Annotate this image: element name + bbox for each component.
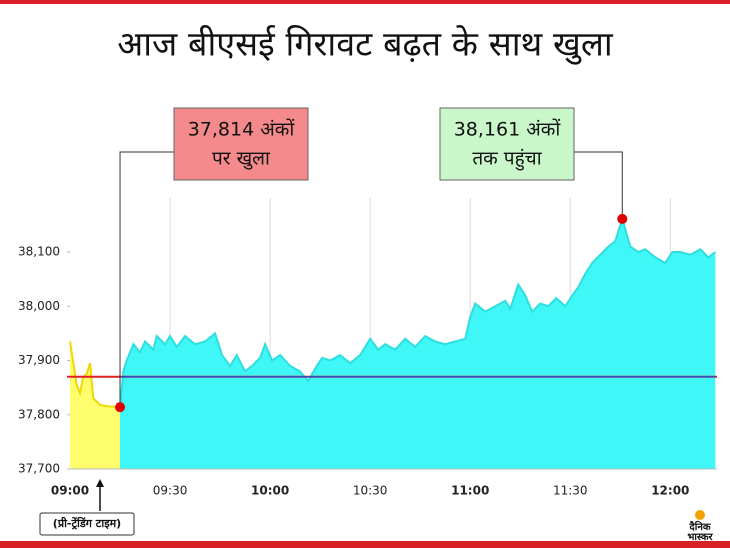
annotation-text: तक पहुंचा <box>472 148 542 172</box>
y-tick-label: 38,100 <box>18 245 60 259</box>
leader-line <box>119 151 174 408</box>
annotation-text: 37,814 अंकों <box>188 118 296 141</box>
logo-dot <box>695 510 705 520</box>
annotation-text: पर खुला <box>212 148 271 171</box>
bottom-stripe <box>0 541 730 548</box>
annotation-marker <box>617 213 628 224</box>
annotation-text: 38,161 अंकों <box>454 118 562 141</box>
annotation-box <box>173 107 309 181</box>
pre-trading-arrowhead <box>96 479 104 487</box>
y-tick-label: 38,000 <box>18 299 60 313</box>
top-stripe <box>0 0 730 4</box>
leader-line <box>574 151 623 219</box>
x-tick-label: 11:30 <box>553 484 588 498</box>
x-tick-label: 09:30 <box>153 484 188 498</box>
area-fill <box>120 218 716 469</box>
x-tick-label: 10:00 <box>251 484 289 498</box>
series-line <box>119 215 716 408</box>
annotation-box <box>439 107 575 181</box>
chart-title: आज बीएसई गिरावट बढ़त के साथ खुला <box>117 25 614 66</box>
x-tick-label: 10:30 <box>353 484 388 498</box>
y-tick-label: 37,800 <box>18 407 60 421</box>
annotation-marker <box>115 402 126 413</box>
x-tick-label: 12:00 <box>651 484 689 498</box>
series-line <box>69 341 121 408</box>
x-tick-label: 09:00 <box>51 484 89 498</box>
area-fill <box>70 341 121 469</box>
logo-text: भास्कर <box>687 532 713 543</box>
logo-text: दैनिक <box>688 520 711 533</box>
pre-trading-box <box>39 512 135 536</box>
pre-trading-label: (प्री-ट्रेंडिंग टाइम) <box>53 516 121 530</box>
y-tick-label: 37,900 <box>18 353 60 367</box>
x-tick-label: 11:00 <box>451 484 489 498</box>
y-tick-label: 37,700 <box>18 462 60 476</box>
